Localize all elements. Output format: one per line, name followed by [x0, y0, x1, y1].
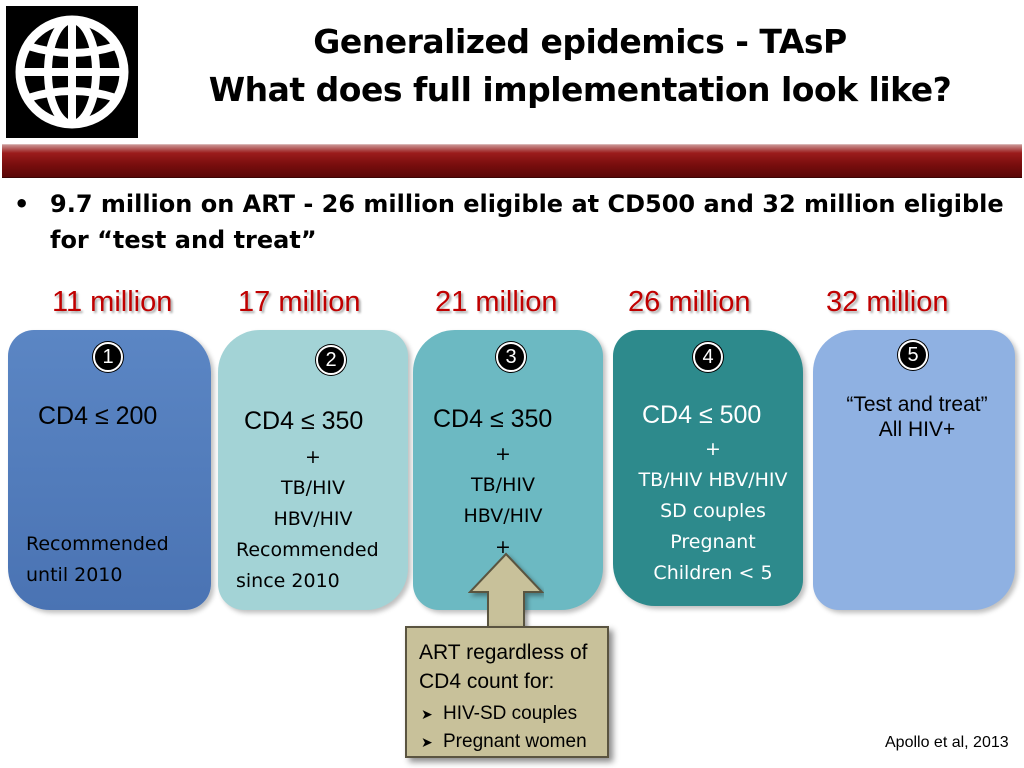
callout-heading-line2: CD4 count for:	[419, 670, 555, 693]
stage-1-note: Recommended until 2010	[26, 529, 169, 591]
stage-number-3: 3	[496, 342, 526, 372]
million-label-4: 26 million	[628, 286, 751, 318]
callout-item-text: HIV-SD couples	[443, 703, 578, 724]
citation: Apollo et al, 2013	[885, 734, 1009, 751]
stage-2-detail: +	[305, 446, 321, 468]
stage-number-2: 2	[316, 345, 346, 375]
million-label-3: 21 million	[435, 286, 558, 318]
slide-title: Generalized epidemics - TAsP What does f…	[150, 18, 1010, 114]
stage-3-detail: TB/HIV	[471, 474, 535, 496]
callout-list: ➤ HIV-SD couples ➤ Pregnant women	[421, 700, 587, 756]
summary-bullet: • 9.7 million on ART - 26 million eligib…	[14, 186, 1004, 258]
stage-1-note-line1: Recommended	[26, 533, 169, 555]
stage-2-criteria: CD4 ≤ 350	[244, 407, 364, 435]
stage-box-5	[813, 330, 1015, 610]
stage-3-detail: +	[495, 536, 511, 558]
stage-3-detail: +	[495, 443, 511, 465]
stage-5-criteria: “Test and treat” All HIV+	[822, 392, 1012, 442]
stage-2-detail: TB/HIV	[281, 477, 345, 499]
summary-bullet-text: 9.7 million on ART - 26 million eligible…	[50, 190, 1004, 254]
chevron-right-icon: ➤	[421, 706, 433, 722]
stage-3-details: + TB/HIV HBV/HIV +	[413, 439, 593, 563]
callout-heading: ART regardless of CD4 count for:	[419, 638, 587, 696]
callout-list-item: ➤ Pregnant women	[421, 728, 587, 756]
stage-2-note: Recommended since 2010	[236, 535, 379, 597]
million-label-2: 17 million	[238, 286, 361, 318]
globe-logo-icon	[6, 6, 138, 138]
stage-number-5: 5	[898, 340, 928, 370]
stage-2-note-line1: Recommended	[236, 539, 379, 561]
slide-title-line2: What does full implementation look like?	[208, 70, 952, 109]
slide-title-line1: Generalized epidemics - TAsP	[313, 22, 847, 61]
stage-4-detail: TB/HIV HBV/HIV	[638, 469, 788, 491]
art-regardless-callout: ART regardless of CD4 count for: ➤ HIV-SD…	[405, 626, 609, 758]
stage-1-criteria: CD4 ≤ 200	[38, 402, 158, 430]
million-label-1: 11 million	[52, 286, 173, 318]
up-arrow-icon	[468, 552, 544, 629]
stage-number-4: 4	[693, 342, 723, 372]
stage-5-detail: All HIV+	[878, 418, 956, 441]
stage-2-details: + TB/HIV HBV/HIV	[218, 442, 408, 535]
stage-4-criteria: CD4 ≤ 500	[642, 401, 762, 429]
stage-number-1: 1	[93, 342, 123, 372]
stage-3-detail: HBV/HIV	[463, 505, 543, 527]
stage-box-1	[8, 330, 211, 610]
title-divider-bar	[2, 144, 1022, 178]
stage-5-headline: “Test and treat”	[846, 393, 988, 416]
million-label-5: 32 million	[826, 286, 949, 318]
stage-4-details: + TB/HIV HBV/HIV SD couples Pregnant Chi…	[613, 434, 813, 589]
stage-box-4	[613, 330, 803, 606]
stage-4-detail: +	[705, 438, 721, 460]
chevron-right-icon: ➤	[421, 734, 433, 750]
stage-1-note-line2: until 2010	[26, 564, 123, 586]
callout-heading-line1: ART regardless of	[419, 641, 588, 664]
stage-2-detail: HBV/HIV	[273, 508, 353, 530]
stage-box-2	[218, 330, 408, 610]
callout-item-text: Pregnant women	[443, 731, 587, 752]
stage-4-detail: Children < 5	[653, 562, 773, 584]
bullet-glyph: •	[14, 190, 30, 218]
stage-2-note-line2: since 2010	[236, 570, 340, 592]
callout-list-item: ➤ HIV-SD couples	[421, 700, 587, 728]
stage-4-detail: SD couples	[660, 500, 766, 522]
stage-4-detail: Pregnant	[670, 531, 756, 553]
stage-3-criteria: CD4 ≤ 350	[433, 405, 553, 433]
